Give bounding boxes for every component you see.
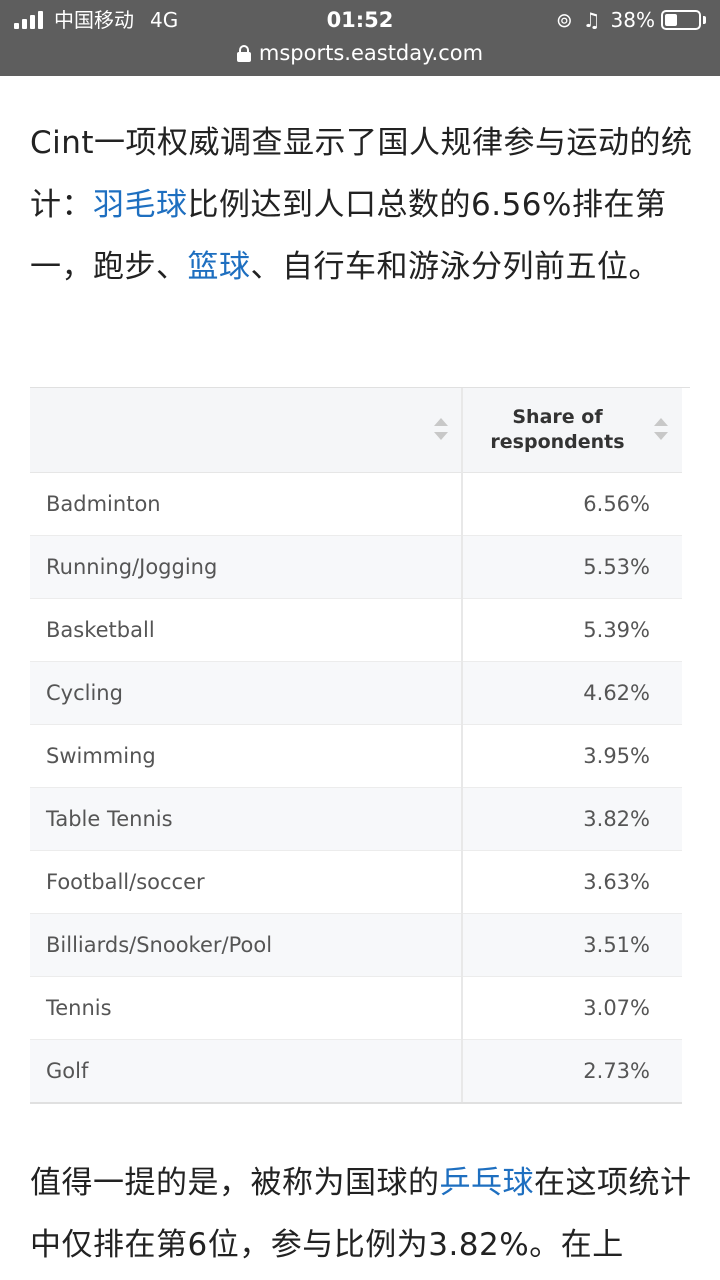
link-table-tennis[interactable]: 乒乓球 [439, 1165, 534, 1201]
sport-cell: Tennis [30, 976, 463, 1040]
battery-percent: 38% [610, 8, 655, 32]
table-row: Cycling 4.62% [30, 661, 682, 725]
share-cell: 6.56% [462, 472, 682, 536]
table-row: Table Tennis 3.82% [30, 787, 682, 851]
table-row: Tennis 3.07% [30, 976, 682, 1040]
sort-icon[interactable] [654, 418, 668, 444]
status-bar: 中国移动 4G 01:52 ⊚ ♫ 38% msports.eastday.co… [0, 0, 720, 76]
text-segment: 在这项统计中仅排在第6位，参与比例为3.82%。在上 [30, 1165, 692, 1263]
signal-icon [14, 11, 46, 29]
sport-column-header[interactable] [30, 388, 463, 473]
sports-share-table: Share of respondents Badminton 6.56% Runni… [30, 387, 690, 1104]
share-cell: 3.63% [462, 850, 682, 914]
share-cell: 5.39% [462, 598, 682, 662]
table-row: Badminton 6.56% [30, 472, 682, 536]
table-row: Swimming 3.95% [30, 724, 682, 788]
url-text: msports.eastday.com [258, 41, 484, 65]
sport-cell: Badminton [30, 472, 463, 536]
headphones-icon: ♫ [582, 8, 601, 32]
table-row: Golf 2.73% [30, 1039, 682, 1103]
paragraph-table-tennis: 值得一提的是，被称为国球的乒乓球在这项统计中仅排在第6位，参与比例为3.82%。… [30, 1152, 694, 1276]
table-row: Football/soccer 3.63% [30, 850, 682, 914]
share-cell: 3.51% [462, 913, 682, 977]
link-basketball[interactable]: 篮球 [187, 249, 251, 285]
table-row: Running/Jogging 5.53% [30, 535, 682, 599]
sort-icon[interactable] [434, 418, 448, 444]
share-cell: 5.53% [462, 535, 682, 599]
carrier-name: 中国移动 [54, 8, 134, 32]
header-line: respondents [490, 430, 625, 453]
battery-icon [661, 10, 701, 30]
battery-fill [665, 14, 678, 26]
sport-cell: Table Tennis [30, 787, 463, 851]
sport-cell: Basketball [30, 598, 463, 662]
text-segment: 比例达到人口总数的6.56%排在第一，跑步、 [30, 187, 667, 285]
rotation-lock-icon: ⊚ [555, 8, 573, 32]
sport-cell: Billiards/Snooker/Pool [30, 913, 463, 977]
sport-cell: Cycling [30, 661, 463, 725]
article-intro: Cint一项权威调查显示了国人规律参与运动的统计：羽毛球比例达到人口总数的6.5… [30, 112, 694, 298]
share-cell: 2.73% [462, 1039, 682, 1103]
table-row: Billiards/Snooker/Pool 3.51% [30, 913, 682, 977]
text-segment: 值得一提的是，被称为国球的 [30, 1165, 440, 1201]
sport-cell: Golf [30, 1039, 463, 1103]
lock-icon [236, 45, 251, 62]
table-header-row: Share of respondents [30, 388, 682, 473]
network-type: 4G [150, 8, 179, 32]
paragraph-intro: Cint一项权威调查显示了国人规律参与运动的统计：羽毛球比例达到人口总数的6.5… [30, 112, 694, 298]
table-body: Badminton 6.56% Running/Jogging 5.53% Basket… [30, 472, 682, 1103]
address-bar[interactable]: msports.eastday.com [0, 36, 720, 70]
sport-cell: Football/soccer [30, 850, 463, 914]
clock: 01:52 [326, 8, 394, 32]
share-cell: 3.07% [462, 976, 682, 1040]
sport-cell: Running/Jogging [30, 535, 463, 599]
table-row: Basketball 5.39% [30, 598, 682, 662]
share-cell: 3.82% [462, 787, 682, 851]
link-badminton[interactable]: 羽毛球 [93, 187, 188, 223]
share-cell: 4.62% [462, 661, 682, 725]
header-line: Share of [512, 405, 603, 428]
share-column-header[interactable]: Share of respondents [462, 388, 682, 473]
text-segment: Cint一项权威调查显示了国人规律参与运动的统计： [30, 125, 693, 223]
share-cell: 3.95% [462, 724, 682, 788]
battery-nub [703, 16, 706, 24]
text-segment: 、自行车和游泳分列前五位。 [250, 249, 660, 285]
article-continuation: 值得一提的是，被称为国球的乒乓球在这项统计中仅排在第6位，参与比例为3.82%。… [30, 1152, 694, 1276]
table-divider [30, 1102, 682, 1104]
sport-cell: Swimming [30, 724, 463, 788]
